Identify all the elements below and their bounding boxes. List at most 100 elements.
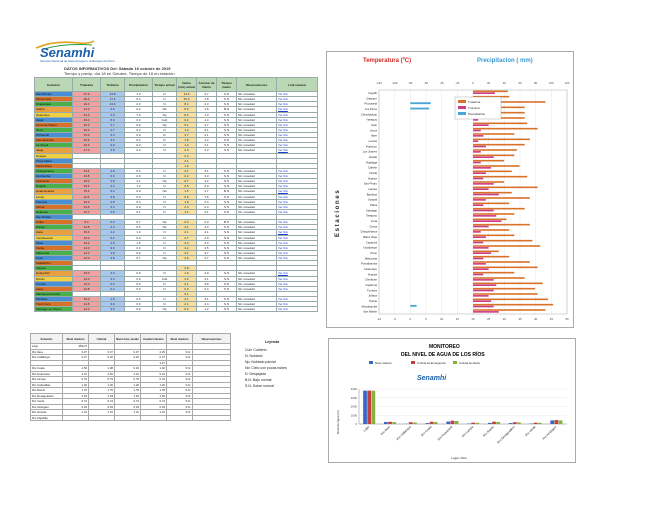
- category-label: Moyobamba: [362, 304, 378, 308]
- cell: [192, 370, 231, 377]
- cell: [62, 414, 89, 421]
- category-label: Lomas: [369, 139, 378, 143]
- level-bar: [363, 390, 367, 424]
- cell: [192, 359, 231, 366]
- tmin-bar: [473, 199, 486, 201]
- legend-box: [454, 96, 502, 120]
- header-cell: Caudal máximo: [140, 333, 167, 344]
- category-label: Río Coata: [420, 425, 433, 438]
- table-row: Paucartambo 15.6 3.2 0.4 D 1.8 1.2 S.N Sin noved…: [34, 137, 318, 144]
- table-row: Río Cabanillas 1.20 1.20 1.20 1.20 S.N.: [30, 381, 231, 388]
- category-label: Huanta: [368, 272, 377, 276]
- category-label: Los Pinos: [365, 107, 378, 111]
- table-row: Tarma 14.5 4.4 0.0 N 2.4 2.4 S.N Sin novedad Ver …: [34, 203, 318, 210]
- tmax-bar: [473, 223, 530, 226]
- tmax-bar: [473, 266, 538, 269]
- header-cell: Estación: [30, 333, 63, 344]
- x-tick-top: -20: [455, 81, 459, 85]
- category-label: Tarapoto: [366, 214, 377, 218]
- x-tick-bottom: 45: [550, 317, 554, 321]
- table-row: Santiago de Chuco 13.2 3.5 0.0 Np 0.2 1.2 S.N Si…: [34, 306, 318, 313]
- level-bar: [413, 422, 417, 424]
- category-label: Lima: [371, 219, 378, 223]
- header-cell: Viento (m/s) actual: [176, 77, 197, 92]
- table-row: Tunel Cero 14.8 3.0 0.0 N 2.1 2.4 S.N Sin noveda…: [34, 301, 318, 308]
- tmax-bar: [473, 261, 530, 263]
- y-tick: 0: [355, 422, 357, 426]
- category-label: Putina: [369, 299, 377, 303]
- header-cell: Acumul. de Viento: [196, 77, 217, 92]
- legend-label: Precipitación: [468, 112, 486, 116]
- cell: [192, 348, 231, 355]
- tmin-bar: [473, 305, 494, 308]
- tmin-bar: [473, 209, 494, 212]
- x-tick-top: -80: [408, 81, 412, 85]
- tmax-bar: [473, 170, 512, 173]
- tmin-bar: [473, 289, 494, 292]
- legend-code-item: D: Despejado: [245, 372, 267, 376]
- temperature-precipitation-chart: Temperatura (ºC) Precipitacion ( mm) -12…: [326, 51, 574, 328]
- tmin-bar: [473, 225, 489, 228]
- chart2-subtitle: DEL NIVEL DE AGUA DE LOS RÍOS: [401, 352, 485, 358]
- tmin-bar: [473, 263, 486, 265]
- tmax-bar: [473, 213, 515, 215]
- table-row: Oxapampa 19.4 13.4 2.3 N 8.4 2.3 S.N Sin novedad…: [34, 101, 318, 108]
- level-bar: [492, 421, 496, 424]
- tmax-bar: [473, 207, 525, 210]
- x-tick-bottom: 30: [503, 317, 507, 321]
- tmax-bar: [473, 127, 538, 130]
- category-label: Ilave: [371, 134, 377, 138]
- header-cell: Tmáxima: [72, 77, 101, 92]
- x-tick-bottom: 5: [425, 317, 427, 321]
- x-tick-top: 80: [534, 81, 538, 85]
- tmin-bar: [473, 183, 494, 185]
- tmax-bar: [473, 239, 533, 242]
- level-bar: [429, 421, 434, 424]
- category-label: Pucusana: [365, 102, 378, 106]
- station-link[interactable]: Ver link: [276, 306, 318, 313]
- level-bar: [508, 423, 513, 424]
- river-level-chart: MONITOREO DEL NIVEL DE AGUA DE LOS RÍOS …: [328, 338, 576, 463]
- header-cell: Estación: [34, 77, 73, 92]
- legend-label: Tmínima: [468, 106, 480, 110]
- precip-bar: [410, 107, 430, 110]
- category-label: Chimbote: [365, 278, 377, 282]
- level-bar: [371, 390, 376, 424]
- tmin-bar: [473, 151, 481, 153]
- level-bar: [558, 420, 563, 424]
- x-tick-bottom: 0: [410, 317, 412, 321]
- category-label: Río Verde: [524, 425, 536, 437]
- legend-label: Umbral de Emergencia: [417, 361, 446, 365]
- level-bar: [496, 421, 501, 424]
- cell: [192, 414, 231, 421]
- cell: 0.0: [124, 306, 153, 313]
- tmin-bar: [473, 188, 489, 190]
- category-label: Yanaguy: [366, 118, 377, 122]
- tmin-bar: [473, 284, 497, 286]
- tmin-bar: [473, 156, 494, 158]
- table-row: Huarochirí 16.0 4.0 0.0 N 1.9 2.9 S.N Sin noveda…: [34, 270, 318, 277]
- x-tick-bottom: 35: [518, 317, 522, 321]
- cell: [192, 409, 231, 416]
- tmax-bar: [473, 282, 543, 285]
- tmax-bar: [473, 229, 510, 231]
- table-row: Río Huancané 4.07 4.45 4.31 0.31 S.N.: [30, 370, 231, 377]
- level-bar: [537, 422, 542, 424]
- level-bar: [533, 422, 538, 424]
- x-tick-bottom: 50: [565, 317, 569, 321]
- table-row: Huánuco 13.7 4.5 0.1 N 1.1 2.1 S.N Sin novedad Ve…: [34, 208, 318, 216]
- tmin-bar: [473, 300, 492, 302]
- level-bar: [383, 421, 388, 424]
- legend-code-item: Np: Nublado parcial: [245, 360, 276, 364]
- x-tick-bottom: 40: [534, 317, 538, 321]
- category-label: Palca: [370, 203, 377, 207]
- tmin-bar: [473, 119, 479, 121]
- category-label: Río Huancané: [437, 425, 454, 442]
- table-row: San Ramón 27.9 13.8 1.3 N 14.3 3.7 S.N Sin noved…: [34, 90, 318, 98]
- cell: S.N: [216, 306, 237, 313]
- table-row: Río Grande 1.01 1.01 1.01 1.01 S.N.: [30, 409, 231, 416]
- precip-bar: [410, 102, 431, 105]
- category-label: Juan: [371, 123, 378, 127]
- tmax-bar: [473, 191, 512, 194]
- senamhi-logo: Senamhi Servicio Nacional de Meteorologí…: [34, 40, 115, 64]
